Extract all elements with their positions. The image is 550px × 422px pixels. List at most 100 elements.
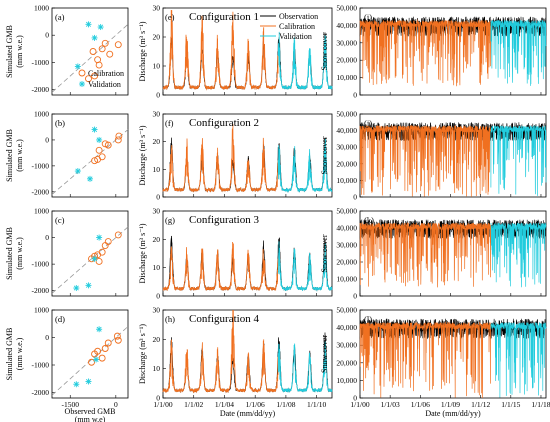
y-tick-label: 0 <box>353 91 357 100</box>
calibration-series-line <box>359 124 492 197</box>
calibration-series-line <box>359 221 492 288</box>
y-tick-label: 20 <box>153 335 161 344</box>
star-stroke <box>93 356 99 363</box>
y-tick-label: 1000 <box>34 306 49 315</box>
snow-ylabel: Snow cover <box>320 335 329 373</box>
gmb-axes-frame <box>51 7 129 96</box>
calibration-point <box>95 258 103 265</box>
legend-calibration-label: Calibration <box>88 69 124 78</box>
validation-point <box>74 63 81 70</box>
calibration-point <box>94 347 102 355</box>
calibration-point <box>114 336 122 344</box>
configuration-title: Configuration 4 <box>189 313 259 325</box>
one-to-one-line <box>51 24 129 93</box>
configuration-title: Configuration 3 <box>189 214 259 226</box>
star-stroke <box>85 282 91 288</box>
validation-point <box>96 234 103 241</box>
discharge-xlabel: Date (mm/dd/yy) <box>220 409 276 418</box>
calibration-series-line <box>162 309 279 394</box>
legend-validation-marker <box>79 81 85 87</box>
y-tick-label: 0 <box>45 135 49 144</box>
calibration-series-line <box>162 9 279 91</box>
discharge-ylabel: Discharge (m³ s⁻¹) <box>138 223 147 283</box>
discharge-axes-frame <box>162 113 333 198</box>
y-tick-label: 10,000 <box>336 73 357 82</box>
x-tick-label: 1/1/04 <box>215 400 234 409</box>
discharge-axes-frame <box>162 7 333 96</box>
gmb-axes-frame <box>51 309 129 399</box>
calibration-point <box>114 41 122 49</box>
y-tick-label: 0 <box>156 91 160 100</box>
calibration-point <box>101 345 109 352</box>
y-tick-label: 0 <box>156 193 160 202</box>
y-tick-label: -2000 <box>32 286 50 295</box>
validation-point <box>93 356 100 363</box>
one-to-one-line <box>51 129 129 195</box>
calibration-series-line <box>359 19 492 87</box>
y-tick-label: 10 <box>153 62 161 71</box>
calibration-point <box>98 248 106 256</box>
y-tick-label: -1000 <box>32 58 50 67</box>
panel-label: (e) <box>165 12 175 22</box>
validation-point <box>87 175 93 182</box>
star-stroke <box>73 285 79 291</box>
y-tick-label: 1000 <box>34 4 49 13</box>
snow-axes-frame <box>359 7 547 96</box>
star-stroke <box>85 378 91 385</box>
y-tick-label: 10,000 <box>336 376 357 385</box>
x-tick-label: 1/1/18 <box>531 400 550 409</box>
validation-point <box>97 24 104 31</box>
y-tick-label: 40,000 <box>336 126 357 135</box>
x-tick-label: 1/1/08 <box>276 400 295 409</box>
star-stroke <box>87 176 93 182</box>
panel-label: (c) <box>55 215 65 225</box>
gmb-axes-frame <box>51 113 129 198</box>
panel-label: (l) <box>364 314 372 324</box>
y-tick-label: 0 <box>353 193 357 202</box>
validation-series-line <box>490 19 547 86</box>
discharge-ylabel: Discharge (m³ s⁻¹) <box>138 324 147 384</box>
legend-calibration-marker <box>78 69 86 77</box>
calibration-point <box>85 75 92 83</box>
validation-point <box>73 285 80 292</box>
y-tick-label: 0 <box>156 394 160 403</box>
y-tick-label: 10 <box>153 165 161 174</box>
calibration-series-line <box>162 241 279 292</box>
gmb-ylabel: Simulated GMB <box>5 328 14 381</box>
x-tick-label: 1/1/00 <box>153 400 172 409</box>
x-tick-label: 1/1/09 <box>441 400 460 409</box>
calibration-point <box>115 132 123 140</box>
y-tick-label: 0 <box>45 233 49 242</box>
y-tick-label: 0 <box>45 31 49 40</box>
star-stroke <box>92 127 98 133</box>
x-tick-label: 0 <box>114 400 118 409</box>
gmb-ylabel-unit: (mm w.e.) <box>15 237 24 270</box>
gmb-ylabel: Simulated GMB <box>5 129 14 182</box>
validation-point <box>96 136 103 143</box>
discharge-axes-frame <box>162 309 333 399</box>
star-stroke <box>92 35 98 41</box>
y-tick-label: 0 <box>353 394 357 403</box>
calibration-point <box>98 354 106 362</box>
y-tick-label: 50,000 <box>336 207 357 216</box>
x-tick-label: 1/1/10 <box>307 400 326 409</box>
star-stroke <box>96 235 102 241</box>
y-tick-label: 40,000 <box>336 323 357 332</box>
y-tick-label: 20,000 <box>336 258 357 267</box>
x-tick-label: 1/1/03 <box>381 400 400 409</box>
legend-label: Calibration <box>279 22 315 31</box>
legend-validation-label: Validation <box>88 80 121 89</box>
calibration-point <box>98 153 106 161</box>
validation-series-line <box>277 341 333 393</box>
calibration-point <box>114 231 122 239</box>
y-tick-label: -2000 <box>32 388 50 397</box>
calibration-point <box>104 339 112 347</box>
calibration-point <box>113 332 121 340</box>
y-tick-label: -2000 <box>32 187 50 196</box>
validation-series-line <box>277 241 333 292</box>
validation-point <box>85 282 92 289</box>
panel-label: (f) <box>165 118 174 128</box>
gmb-axes-frame <box>51 210 129 297</box>
validation-point <box>91 255 98 262</box>
y-tick-label: 40,000 <box>336 21 357 30</box>
